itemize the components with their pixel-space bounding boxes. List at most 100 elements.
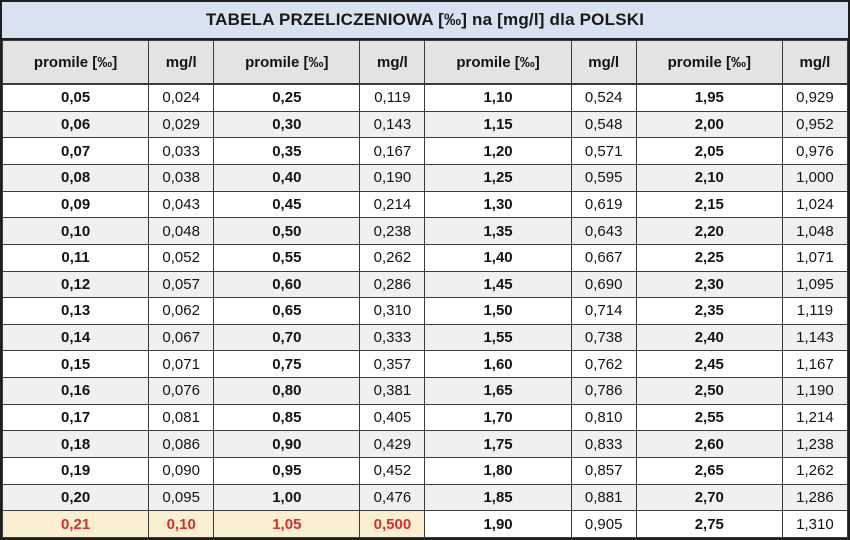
cell-promile: 0,20 — [1, 483, 150, 512]
cell-promile: 2,40 — [635, 323, 783, 352]
cell-promile: 0,16 — [1, 377, 150, 405]
cell-promile: 0,08 — [1, 163, 150, 192]
cell-mgl: 0,119 — [359, 83, 426, 112]
conversion-grid: promile [‰] mg/l promile [‰] mg/l promile [‰… — [1, 40, 849, 538]
cell-mgl: 0,057 — [148, 270, 215, 299]
cell-mgl: 0,024 — [148, 83, 215, 112]
table-row: 0,11 0,052 0,55 0,262 1,40 0,667 2,25 1,071 — [1, 243, 849, 272]
table-row: 0,20 0,095 1,00 0,476 1,85 0,881 2,70 1,286 — [1, 483, 849, 512]
cell-mgl: 0,286 — [359, 270, 426, 299]
cell-promile: 1,05 — [213, 510, 361, 538]
cell-promile: 0,13 — [1, 297, 150, 325]
header-row: promile [‰] mg/l promile [‰] mg/l promile [‰… — [1, 40, 849, 85]
table-row: 0,08 0,038 0,40 0,190 1,25 0,595 2,10 1,000 — [1, 163, 849, 192]
cell-promile: 0,35 — [213, 137, 361, 165]
table-row: 0,15 0,071 0,75 0,357 1,60 0,762 2,45 1,167 — [1, 350, 849, 379]
cell-promile: 0,90 — [213, 430, 361, 458]
cell-mgl: 0,571 — [570, 137, 637, 165]
cell-promile: 1,00 — [213, 483, 361, 512]
cell-promile: 0,45 — [213, 190, 361, 219]
column-header-mgl: mg/l — [781, 40, 849, 85]
column-header-promile: promile [‰] — [635, 40, 783, 85]
cell-promile: 2,35 — [635, 297, 783, 325]
cell-mgl: 0,429 — [359, 430, 426, 458]
cell-mgl: 1,024 — [781, 190, 849, 219]
cell-mgl: 1,190 — [781, 377, 849, 405]
cell-mgl: 0,143 — [359, 110, 426, 139]
cell-promile: 2,20 — [635, 217, 783, 245]
cell-promile: 0,55 — [213, 243, 361, 272]
cell-mgl: 1,143 — [781, 323, 849, 352]
cell-promile: 0,07 — [1, 137, 150, 165]
column-header-mgl: mg/l — [359, 40, 426, 85]
cell-mgl: 0,029 — [148, 110, 215, 139]
cell-mgl: 0,905 — [570, 510, 637, 538]
cell-mgl: 0,762 — [570, 350, 637, 379]
cell-promile: 2,65 — [635, 456, 783, 485]
cell-promile: 1,85 — [424, 483, 572, 512]
cell-mgl: 0,714 — [570, 297, 637, 325]
cell-mgl: 1,214 — [781, 403, 849, 432]
cell-promile: 1,10 — [424, 83, 572, 112]
table-row: 0,07 0,033 0,35 0,167 1,20 0,571 2,05 0,976 — [1, 137, 849, 165]
cell-mgl: 0,929 — [781, 83, 849, 112]
cell-mgl: 1,262 — [781, 456, 849, 485]
cell-mgl: 0,062 — [148, 297, 215, 325]
cell-promile: 0,75 — [213, 350, 361, 379]
cell-promile: 2,70 — [635, 483, 783, 512]
cell-promile: 0,50 — [213, 217, 361, 245]
cell-mgl: 0,643 — [570, 217, 637, 245]
column-header-promile: promile [‰] — [213, 40, 361, 85]
cell-mgl: 1,000 — [781, 163, 849, 192]
cell-mgl: 0,071 — [148, 350, 215, 379]
cell-promile: 1,80 — [424, 456, 572, 485]
cell-promile: 1,30 — [424, 190, 572, 219]
cell-promile: 0,30 — [213, 110, 361, 139]
cell-promile: 0,05 — [1, 83, 150, 112]
cell-promile: 1,70 — [424, 403, 572, 432]
cell-promile: 0,17 — [1, 403, 150, 432]
cell-mgl: 0,405 — [359, 403, 426, 432]
table-row: 0,12 0,057 0,60 0,286 1,45 0,690 2,30 1,095 — [1, 270, 849, 299]
cell-promile: 1,50 — [424, 297, 572, 325]
cell-promile: 1,90 — [424, 510, 572, 538]
cell-mgl: 0,190 — [359, 163, 426, 192]
cell-mgl: 0,810 — [570, 403, 637, 432]
column-header-mgl: mg/l — [570, 40, 637, 85]
cell-promile: 1,25 — [424, 163, 572, 192]
cell-mgl: 0,690 — [570, 270, 637, 299]
cell-mgl: 0,262 — [359, 243, 426, 272]
cell-promile: 2,25 — [635, 243, 783, 272]
cell-mgl: 0,038 — [148, 163, 215, 192]
cell-mgl: 0,952 — [781, 110, 849, 139]
cell-promile: 0,12 — [1, 270, 150, 299]
cell-promile: 1,45 — [424, 270, 572, 299]
cell-promile: 0,25 — [213, 83, 361, 112]
cell-mgl: 1,095 — [781, 270, 849, 299]
table-row: 0,10 0,048 0,50 0,238 1,35 0,643 2,20 1,048 — [1, 217, 849, 245]
cell-promile: 0,60 — [213, 270, 361, 299]
cell-promile: 0,85 — [213, 403, 361, 432]
table-row: 0,14 0,067 0,70 0,333 1,55 0,738 2,40 1,143 — [1, 323, 849, 352]
cell-promile: 0,11 — [1, 243, 150, 272]
table-row: 0,05 0,024 0,25 0,119 1,10 0,524 1,95 0,929 — [1, 83, 849, 112]
cell-mgl: 0,357 — [359, 350, 426, 379]
table-row: 0,18 0,086 0,90 0,429 1,75 0,833 2,60 1,238 — [1, 430, 849, 458]
cell-mgl: 0,333 — [359, 323, 426, 352]
column-header-promile: promile [‰] — [424, 40, 572, 85]
cell-mgl: 0,738 — [570, 323, 637, 352]
cell-mgl: 1,238 — [781, 430, 849, 458]
cell-mgl: 0,976 — [781, 137, 849, 165]
cell-mgl: 0,090 — [148, 456, 215, 485]
table-row: 0,21 0,10 1,05 0,500 1,90 0,905 2,75 1,310 — [1, 510, 849, 538]
table-row: 0,19 0,090 0,95 0,452 1,80 0,857 2,65 1,262 — [1, 456, 849, 485]
cell-mgl: 0,095 — [148, 483, 215, 512]
cell-mgl: 0,524 — [570, 83, 637, 112]
cell-promile: 0,18 — [1, 430, 150, 458]
table-row: 0,09 0,043 0,45 0,214 1,30 0,619 2,15 1,024 — [1, 190, 849, 219]
cell-promile: 0,19 — [1, 456, 150, 485]
cell-promile: 1,20 — [424, 137, 572, 165]
cell-mgl: 0,500 — [359, 510, 426, 538]
cell-mgl: 0,043 — [148, 190, 215, 219]
